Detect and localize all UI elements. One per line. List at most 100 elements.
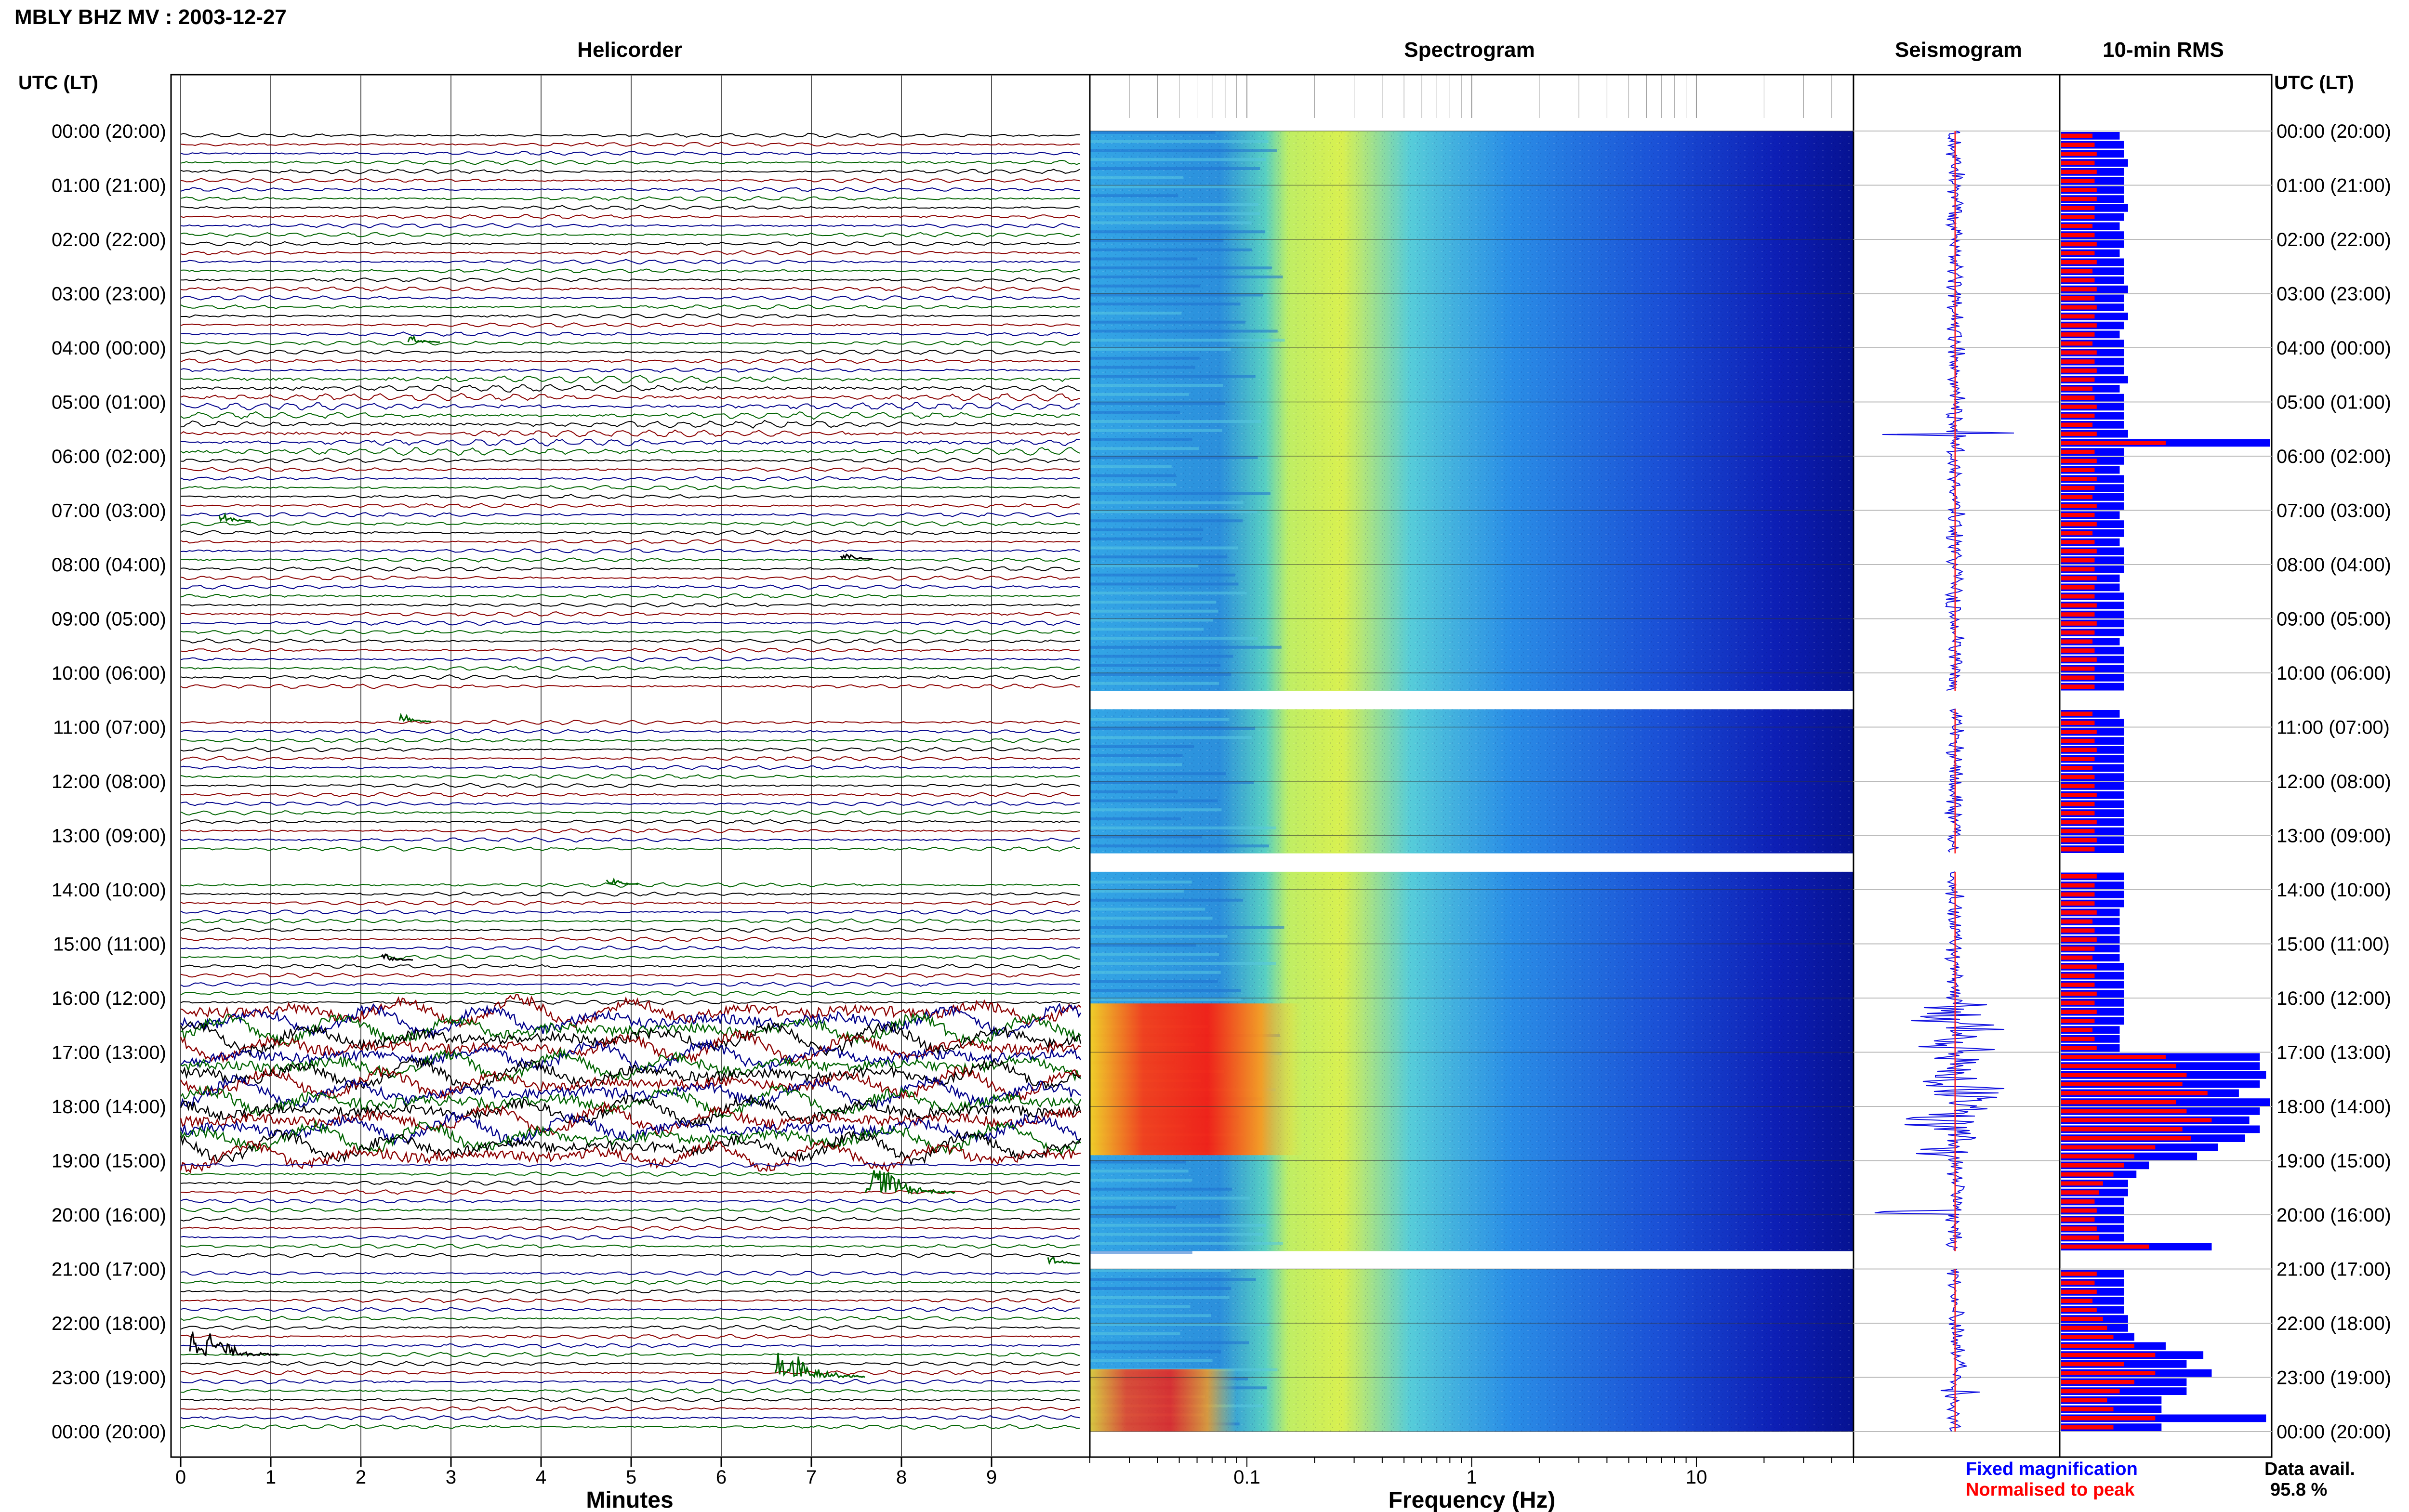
seismic-event	[1047, 1257, 1080, 1265]
helicorder-title: Helicorder	[577, 38, 682, 62]
seismogram-panel	[1853, 74, 2061, 1458]
spectrogram-streak	[1090, 447, 1199, 450]
spectrogram-streak	[1090, 320, 1245, 324]
rms-normalised-bar	[2061, 486, 2095, 490]
rms-normalised-bar	[2061, 811, 2095, 815]
rms-normalised-bar	[2061, 1280, 2095, 1285]
spectrogram-streak	[1090, 131, 1216, 134]
helicorder-trace	[180, 1084, 1082, 1118]
spectrogram-streak	[1090, 826, 1276, 829]
spectrogram-streak	[1090, 149, 1277, 152]
rms-normalised-bar	[2061, 594, 2095, 599]
spectrogram-streak	[1090, 980, 1218, 983]
helicorder-trace	[180, 765, 1080, 770]
rms-normalised-bar	[2061, 404, 2097, 409]
spectrogram-streak	[1090, 601, 1216, 604]
spectrogram-streak	[1090, 1305, 1191, 1308]
spectrogram-streak	[1090, 185, 1261, 188]
seismogram-waveform	[1940, 1269, 1980, 1432]
rms-normalised-bar	[2061, 151, 2097, 156]
rms-normalised-bar	[2061, 657, 2097, 662]
helicorder-trace	[180, 1271, 1080, 1276]
rms-normalised-bar	[2061, 269, 2093, 274]
helicorder-trace	[180, 1094, 1082, 1129]
hour-labels-left: 00:00 (20:00) 01:00 (21:00) 02:00 (22:00) 0…	[52, 121, 166, 1443]
helicorder-trace	[180, 1002, 1082, 1038]
spectrogram-streak	[1090, 266, 1272, 270]
spectrogram-streak	[1090, 555, 1228, 559]
hour-label: 21:00 (17:00)	[52, 1259, 166, 1280]
helicorder-trace	[180, 1198, 1080, 1204]
rms-normalised-bar	[2061, 1172, 2114, 1177]
helicorder-trace	[180, 737, 1080, 743]
helicorder-xlabel: Minutes	[586, 1487, 673, 1512]
hour-label: 18:00 (14:00)	[52, 1096, 166, 1118]
rms-normalised-bar	[2061, 1127, 2183, 1131]
helicorder-trace	[180, 1057, 1081, 1092]
rms-normalised-bar	[2061, 982, 2095, 987]
seismogram-waveform	[1882, 131, 2014, 691]
spectrogram-streak	[1090, 808, 1222, 812]
helicorder-trace	[180, 530, 1080, 536]
helicorder-trace	[180, 476, 1080, 481]
rms-normalised-bar	[2061, 1208, 2097, 1213]
spectrogram-streak	[1090, 393, 1189, 396]
hour-label: 00:00 (20:00)	[2277, 121, 2391, 142]
helicorder-trace	[180, 801, 1080, 806]
rms-normalised-bar	[2061, 1109, 2187, 1114]
rms-normalised-bar	[2061, 964, 2097, 969]
helicorder-trace	[180, 1207, 1080, 1213]
hour-label: 08:00 (04:00)	[2277, 554, 2391, 576]
spectrogram-streak	[1090, 727, 1256, 730]
rms-normalised-bar	[2061, 648, 2095, 653]
rms-normalised-bar	[2061, 955, 2093, 960]
spectrogram-streak	[1090, 790, 1178, 793]
helicorder-trace	[180, 638, 1080, 644]
helicorder-trace	[180, 1021, 1082, 1058]
helicorder-trace	[180, 178, 1080, 184]
rms-normalised-bar	[2061, 260, 2097, 264]
spectrogram-streak	[1090, 140, 1269, 143]
helicorder-trace	[180, 384, 1080, 393]
rms-normalised-bar	[2061, 323, 2097, 328]
rms-normalised-bar	[2061, 1271, 2097, 1276]
helicorder-trace	[180, 367, 1080, 373]
helicorder-trace	[180, 954, 1080, 960]
rms-normalised-bar	[2061, 395, 2095, 400]
time-axis-header-left: UTC (LT)	[18, 72, 98, 93]
rms-normalised-bar	[2061, 305, 2097, 310]
hour-label: 22:00 (18:00)	[52, 1313, 166, 1334]
helicorder-trace	[180, 1406, 1080, 1412]
spectrogram-streak	[1090, 1287, 1231, 1290]
rms-hour-lines	[2060, 131, 2272, 1432]
rms-normalised-bar	[2061, 567, 2095, 572]
hour-label: 00:00 (20:00)	[2277, 1421, 2391, 1443]
seismic-event	[218, 512, 251, 523]
helicorder-trace	[180, 720, 1080, 725]
spectrogram-streak	[1090, 1196, 1250, 1200]
rms-normalised-bar	[2061, 522, 2097, 526]
rms-normalised-bar	[2061, 432, 2097, 436]
rms-normalised-bar	[2061, 1226, 2097, 1231]
spectrogram-streak	[1090, 736, 1252, 739]
spectrogram-streak	[1090, 366, 1195, 369]
helicorder-trace	[180, 159, 1080, 165]
rms-normalised-bar	[2061, 838, 2097, 842]
rms-normalised-bar	[2061, 874, 2097, 879]
hour-label: 18:00 (14:00)	[2277, 1096, 2391, 1118]
rms-normalised-bar	[2061, 143, 2095, 147]
hour-label: 23:00 (19:00)	[2277, 1367, 2391, 1389]
spectrogram-streak	[1090, 944, 1196, 947]
rms-normalised-bar	[2061, 937, 2097, 942]
helicorder-trace	[180, 322, 1080, 328]
rms-normalised-bar	[2061, 1118, 2212, 1123]
helicorder-grid	[180, 75, 992, 1457]
rms-normalised-bar	[2061, 1181, 2103, 1186]
spectrogram-streak	[1090, 998, 1242, 1001]
rms-normalised-bar	[2061, 413, 2095, 418]
spectrogram-streak	[1090, 356, 1200, 360]
frequency-tick-label: 0.1	[1233, 1467, 1260, 1488]
helicorder-trace	[180, 1140, 1081, 1173]
rms-normalised-bar	[2061, 1289, 2097, 1294]
helicorder-trace	[180, 268, 1080, 274]
